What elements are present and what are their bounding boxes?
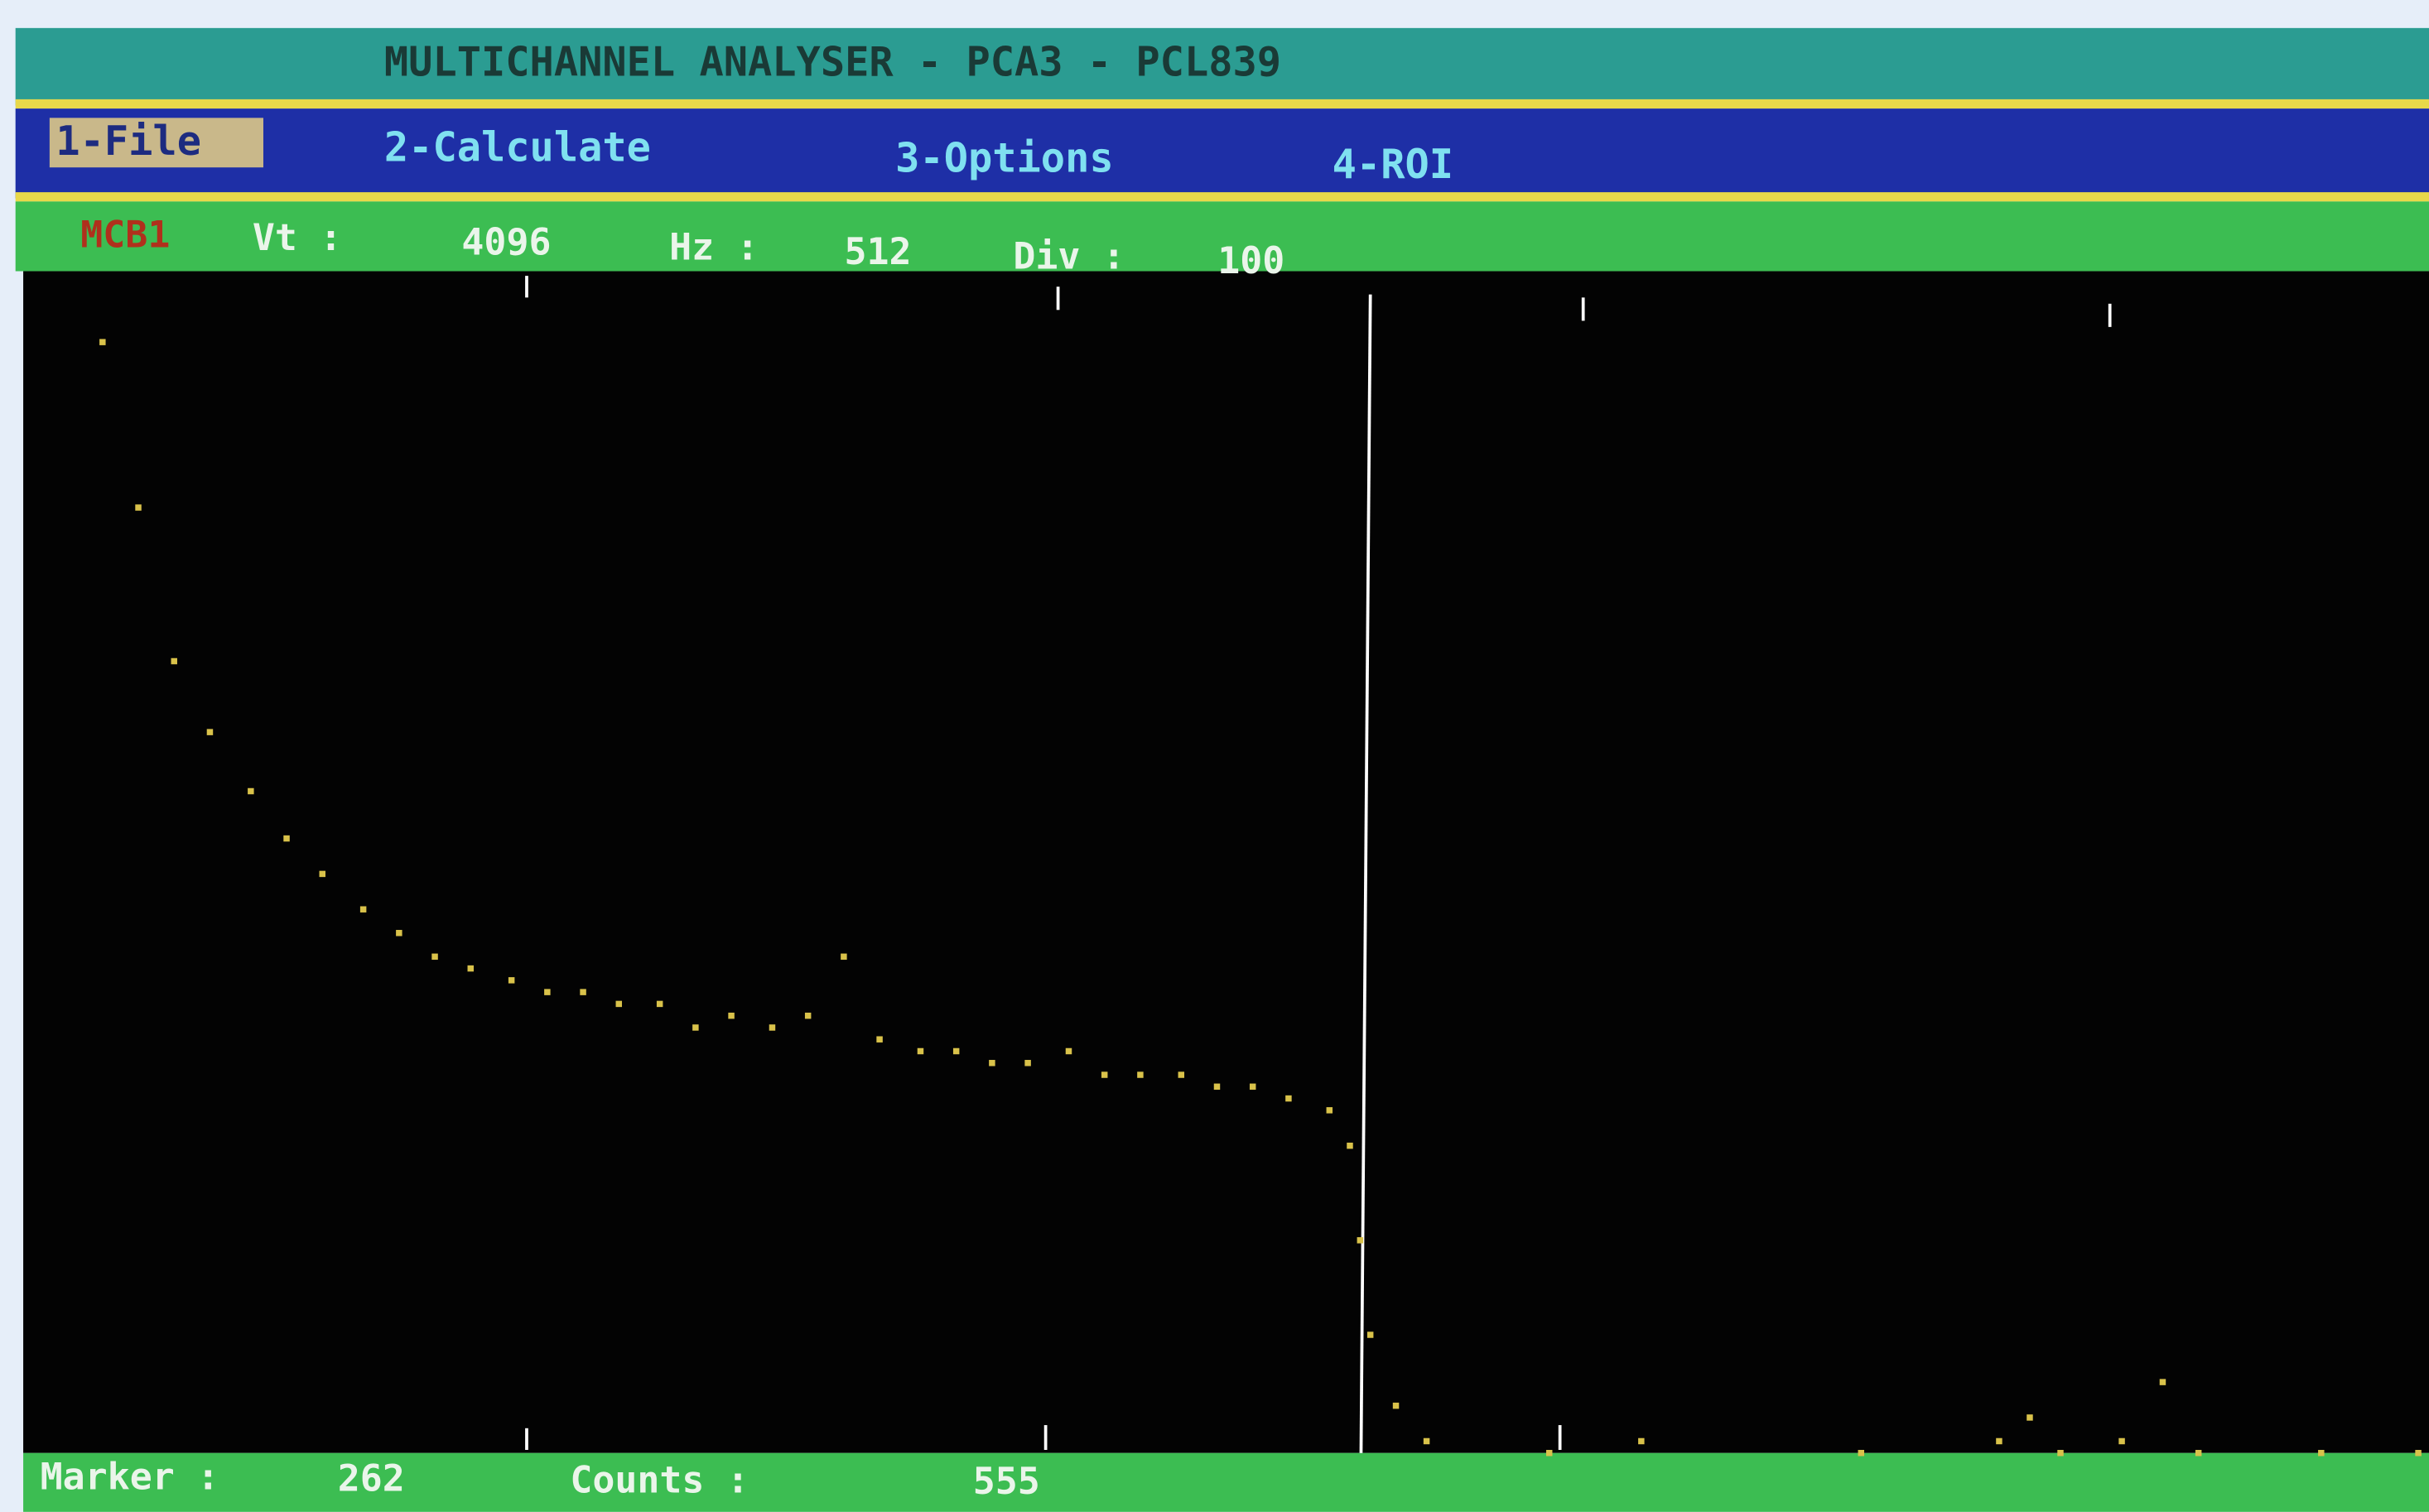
spectrum-dot <box>508 977 514 983</box>
spectrum-dot <box>468 965 474 971</box>
spectrum-dot <box>1066 1048 1072 1054</box>
spectrum-dot <box>580 989 586 994</box>
device-label: MCB1 <box>80 212 170 256</box>
spectrum-dot <box>2195 1450 2201 1456</box>
spectrum-dot <box>876 1036 882 1042</box>
spectrum-dot <box>1858 1450 1864 1456</box>
spectrum-dot <box>2160 1379 2166 1384</box>
spectrum-dot <box>1347 1143 1352 1148</box>
spectrum-dot <box>207 729 213 734</box>
spectrum-dot <box>918 1048 923 1054</box>
spectrum-dot <box>544 989 550 994</box>
spectrum-dot <box>248 788 253 794</box>
spectrum-dot <box>616 1001 622 1007</box>
page: {"title": "MULTICHANNEL ANALYSER - PCA3 … <box>0 0 2429 1512</box>
spectrum-dot <box>1214 1084 1220 1090</box>
spectrum-dot <box>769 1024 775 1030</box>
spectrum-dot <box>171 658 177 664</box>
spectrum-dot <box>2415 1450 2421 1456</box>
spectrum-dot <box>1024 1060 1030 1066</box>
plot-area <box>23 272 2429 1453</box>
spectrum-dot <box>728 1013 734 1018</box>
screen: MULTICHANNEL ANALYSER - PCA3 - PCL839 1-… <box>0 0 2429 1512</box>
title-underline <box>16 99 2429 108</box>
spectrum-dot <box>1178 1071 1184 1077</box>
spectrum-dot <box>657 1001 663 1007</box>
vt-label: Vt : <box>253 215 342 259</box>
menu-item[interactable]: 2-Calculate <box>384 125 651 171</box>
hz-label: Hz : <box>669 224 759 268</box>
spectrum-dot <box>953 1048 959 1054</box>
marker-label: Marker : <box>41 1455 219 1499</box>
menu-item[interactable]: 1-File <box>55 118 201 165</box>
spectrum-dot <box>2027 1414 2032 1420</box>
spectrum-dot <box>1285 1095 1291 1101</box>
counts-value: 555 <box>973 1459 1040 1503</box>
spectrum-dot <box>431 954 437 960</box>
menu-underline <box>16 192 2429 201</box>
spectrum-dot <box>692 1024 698 1030</box>
spectrum-dot <box>1357 1237 1363 1243</box>
marker-value: 262 <box>338 1456 405 1500</box>
counts-label: Counts : <box>570 1457 749 1501</box>
div-label: Div : <box>1013 234 1125 278</box>
menu-item[interactable]: 3-Options <box>895 136 1113 182</box>
spectrum-dot <box>396 930 402 936</box>
menu-bar <box>16 108 2429 198</box>
spectrum-dot <box>1137 1071 1143 1077</box>
spectrum-dot <box>1250 1084 1255 1090</box>
spectrum-dot <box>1638 1438 1644 1444</box>
spectrum-dot <box>1367 1331 1373 1337</box>
spectrum-dot <box>360 906 366 912</box>
vt-value: 4096 <box>461 220 551 264</box>
spectrum-dot <box>989 1060 995 1066</box>
spectrum-dot <box>283 835 289 841</box>
div-value: 100 <box>1217 238 1284 282</box>
spectrum-dot <box>1996 1438 2002 1444</box>
spectrum-dot <box>1393 1403 1399 1408</box>
spectrum-dot <box>1327 1107 1333 1113</box>
spectrum-dot <box>320 871 325 877</box>
spectrum-dot <box>2318 1450 2324 1456</box>
spectrum-dot <box>135 504 141 510</box>
spectrum-dot <box>1424 1438 1429 1444</box>
menu-item[interactable]: 4-ROI <box>1333 142 1453 188</box>
spectrum-dot <box>841 954 846 960</box>
spectrum-dot <box>1101 1071 1107 1077</box>
window-title: MULTICHANNEL ANALYSER - PCA3 - PCL839 <box>384 40 1281 86</box>
spectrum-dot <box>2057 1450 2063 1456</box>
spectrum-dot <box>1546 1450 1552 1456</box>
hz-value: 512 <box>844 229 911 273</box>
spectrum-dot <box>2118 1438 2124 1444</box>
spectrum-dot <box>99 339 105 344</box>
spectrum-dot <box>805 1013 811 1018</box>
